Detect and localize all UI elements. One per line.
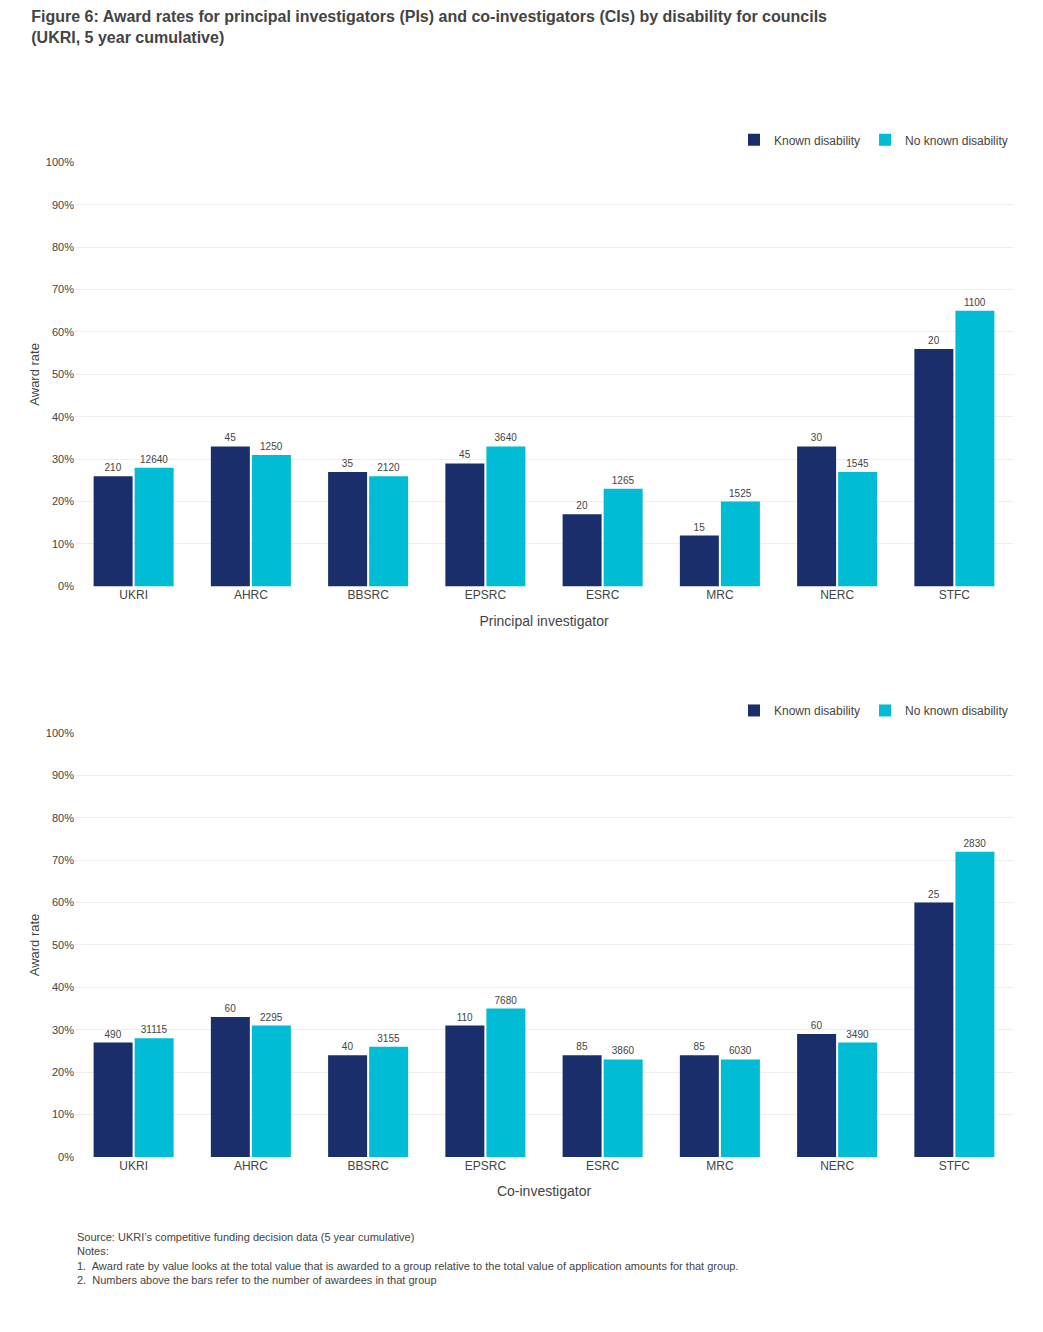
svg-text:STFC: STFC: [939, 1159, 971, 1173]
svg-text:20%: 20%: [52, 1066, 74, 1078]
svg-text:1250: 1250: [260, 441, 283, 452]
svg-text:90%: 90%: [52, 199, 74, 211]
svg-text:31115: 31115: [141, 1024, 168, 1035]
svg-text:2295: 2295: [260, 1012, 283, 1023]
svg-text:MRC: MRC: [706, 588, 734, 602]
svg-text:1525: 1525: [729, 488, 752, 499]
svg-text:70%: 70%: [52, 854, 74, 866]
svg-text:ESRC: ESRC: [586, 1159, 620, 1173]
svg-text:EPSRC: EPSRC: [465, 1159, 507, 1173]
svg-text:0%: 0%: [58, 1151, 74, 1163]
svg-text:100%: 100%: [46, 727, 74, 739]
svg-text:2830: 2830: [964, 838, 987, 849]
svg-text:80%: 80%: [52, 241, 74, 253]
svg-text:45: 45: [459, 449, 471, 460]
svg-text:50%: 50%: [52, 939, 74, 951]
svg-text:3640: 3640: [495, 432, 518, 443]
svg-text:110: 110: [457, 1012, 473, 1023]
svg-text:40%: 40%: [52, 411, 74, 423]
svg-text:20: 20: [928, 335, 940, 346]
svg-text:Principal investigator: Principal investigator: [479, 613, 609, 629]
svg-text:STFC: STFC: [939, 588, 971, 602]
svg-text:Source: UKRI’s competitive fun: Source: UKRI’s competitive funding decis…: [77, 1231, 738, 1286]
svg-text:85: 85: [694, 1041, 706, 1052]
svg-text:1545: 1545: [846, 458, 869, 469]
svg-text:50%: 50%: [52, 368, 74, 380]
svg-text:NERC: NERC: [820, 1159, 854, 1173]
svg-text:20: 20: [576, 500, 588, 511]
svg-text:3860: 3860: [612, 1045, 635, 1056]
svg-text:BBSRC: BBSRC: [347, 588, 389, 602]
svg-text:ESRC: ESRC: [586, 588, 620, 602]
svg-text:3490: 3490: [846, 1029, 869, 1040]
svg-text:6030: 6030: [729, 1045, 752, 1056]
svg-text:EPSRC: EPSRC: [465, 588, 507, 602]
svg-text:70%: 70%: [52, 283, 74, 295]
svg-text:Award rate: Award rate: [27, 343, 42, 406]
svg-text:1265: 1265: [612, 475, 635, 486]
svg-text:Known disability: Known disability: [774, 704, 860, 718]
svg-text:490: 490: [105, 1029, 122, 1040]
svg-text:40: 40: [342, 1041, 354, 1052]
svg-text:UKRI: UKRI: [119, 588, 148, 602]
svg-text:0%: 0%: [58, 580, 74, 592]
svg-text:40%: 40%: [52, 981, 74, 993]
svg-text:25: 25: [928, 889, 940, 900]
svg-text:85: 85: [576, 1041, 588, 1052]
svg-text:60%: 60%: [52, 326, 74, 338]
svg-text:NERC: NERC: [820, 588, 854, 602]
svg-text:60: 60: [811, 1020, 823, 1031]
svg-text:10%: 10%: [52, 1108, 74, 1120]
svg-text:2120: 2120: [377, 462, 400, 473]
svg-text:No known disability: No known disability: [905, 704, 1008, 718]
svg-text:3155: 3155: [377, 1033, 400, 1044]
svg-text:MRC: MRC: [706, 1159, 734, 1173]
svg-text:1100: 1100: [964, 297, 986, 308]
svg-text:Known disability: Known disability: [774, 134, 860, 148]
svg-text:UKRI: UKRI: [119, 1159, 148, 1173]
svg-text:45: 45: [225, 432, 237, 443]
svg-text:80%: 80%: [52, 812, 74, 824]
svg-text:7680: 7680: [495, 995, 518, 1006]
svg-text:90%: 90%: [52, 769, 74, 781]
svg-text:20%: 20%: [52, 495, 74, 507]
svg-text:100%: 100%: [46, 156, 74, 168]
svg-text:BBSRC: BBSRC: [347, 1159, 389, 1173]
svg-text:12640: 12640: [140, 454, 168, 465]
svg-text:35: 35: [342, 458, 354, 469]
svg-text:30: 30: [811, 432, 823, 443]
svg-text:10%: 10%: [52, 538, 74, 550]
svg-text:15: 15: [694, 522, 706, 533]
svg-text:AHRC: AHRC: [234, 588, 268, 602]
svg-text:Figure 6: Award rates for prin: Figure 6: Award rates for principal inve…: [31, 8, 827, 46]
svg-text:30%: 30%: [52, 453, 74, 465]
svg-text:30%: 30%: [52, 1024, 74, 1036]
svg-text:No known disability: No known disability: [905, 134, 1008, 148]
svg-text:Co-investigator: Co-investigator: [497, 1183, 591, 1199]
svg-text:210: 210: [105, 462, 122, 473]
svg-text:60: 60: [225, 1003, 237, 1014]
svg-text:AHRC: AHRC: [234, 1159, 268, 1173]
svg-text:Award rate: Award rate: [27, 914, 42, 977]
svg-text:60%: 60%: [52, 896, 74, 908]
